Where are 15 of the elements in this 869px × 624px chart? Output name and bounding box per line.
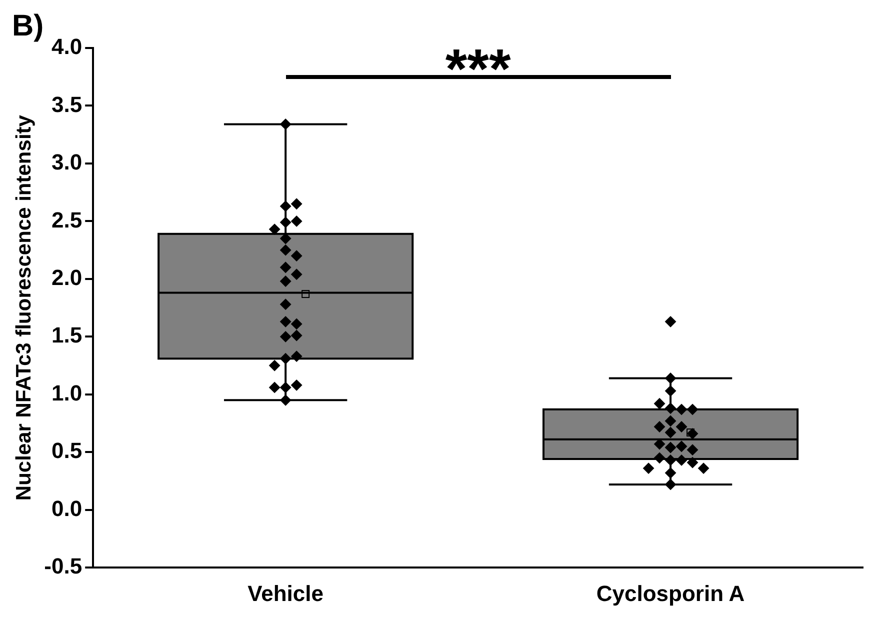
y-tick-label: -0.5 xyxy=(44,554,82,579)
y-tick-label: 3.5 xyxy=(52,92,82,117)
y-tick-label: 0.5 xyxy=(52,438,82,464)
y-tick-label: 3.0 xyxy=(52,150,82,175)
y-tick-label: 1.0 xyxy=(52,380,82,406)
text: B) xyxy=(12,9,44,42)
annotation: *** xyxy=(445,37,511,100)
y-tick-label: 4.0 xyxy=(52,34,82,60)
y-axis-title: Nuclear NFATc3 fluorescence intensity xyxy=(12,114,36,501)
y-tick-label: 0.0 xyxy=(52,496,82,521)
y-tick-label: 2.0 xyxy=(52,264,82,290)
y-tick-label: 2.5 xyxy=(52,207,82,232)
x-tick-label: Cyclosporin A xyxy=(596,580,745,606)
y-tick-label: 1.5 xyxy=(52,322,82,348)
x-tick-label: Vehicle xyxy=(248,580,324,606)
